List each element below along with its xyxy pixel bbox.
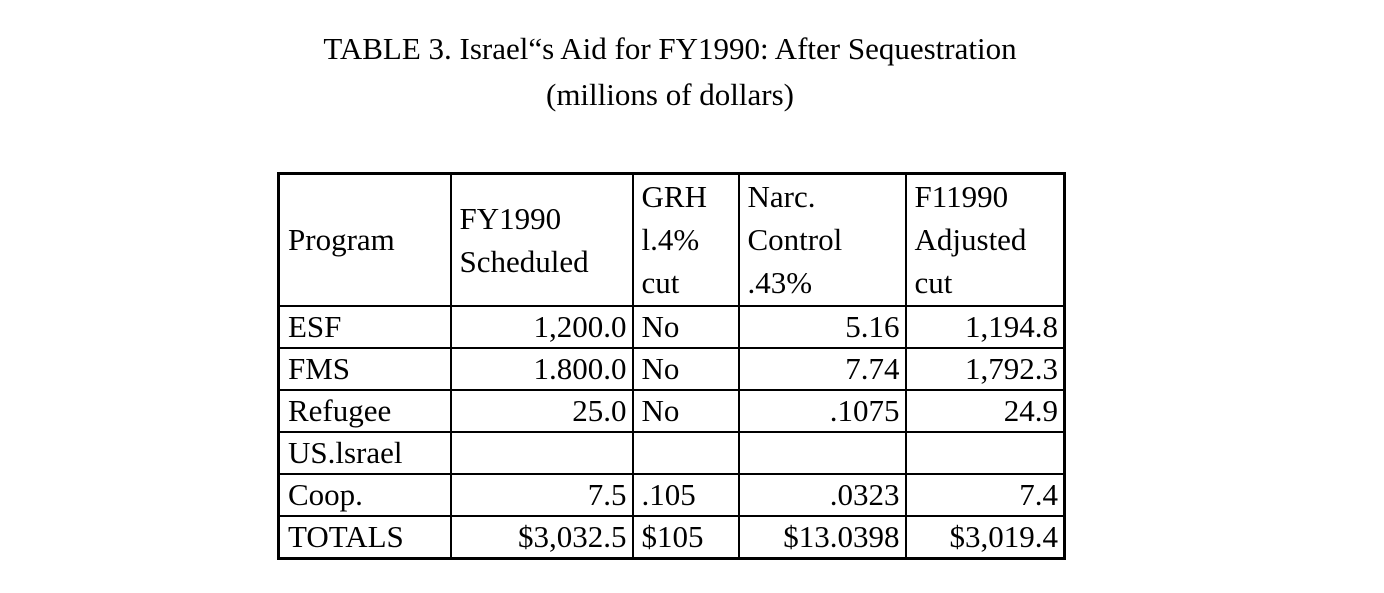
table-cell: 1,194.8: [904, 304, 1066, 349]
table-cell: $3,032.5: [449, 514, 634, 559]
table-cell: 1,792.3: [904, 346, 1066, 391]
table-cell: .105: [631, 472, 740, 517]
table-cell: 24.9: [904, 388, 1066, 433]
column-header-grh-cut: GRH l.4% cut: [631, 172, 740, 307]
table-row-refugee: Refugee 25.0 No .1075 24.9: [277, 388, 1066, 433]
table-cell: Refugee: [277, 388, 452, 433]
table-cell: 25.0: [449, 388, 634, 433]
table-cell: No: [631, 304, 740, 349]
table-cell: 7.74: [737, 346, 907, 391]
table-cell: 7.5: [449, 472, 634, 517]
table-cell: [904, 430, 1066, 475]
column-header-fy1990-scheduled: FY1990 Scheduled: [449, 172, 634, 307]
table-cell: 7.4: [904, 472, 1066, 517]
table-row-us-israel: US.lsrael: [277, 430, 1066, 475]
table-cell: No: [631, 388, 740, 433]
table-cell: [631, 430, 740, 475]
table-cell: 1.800.0: [449, 346, 634, 391]
table-row-coop: Coop. 7.5 .105 .0323 7.4: [277, 472, 1066, 517]
table-cell: .0323: [737, 472, 907, 517]
column-header-f11990-adjusted-cut: F11990 Adjusted cut: [904, 172, 1066, 307]
table-cell: [737, 430, 907, 475]
table-cell: .1075: [737, 388, 907, 433]
table-header-row: Program FY1990 Scheduled GRH l.4% cut Na…: [277, 172, 1066, 307]
table-title-line2: (millions of dollars): [546, 77, 794, 112]
table-cell: $3,019.4: [904, 514, 1066, 559]
table-cell: 1,200.0: [449, 304, 634, 349]
column-header-narc-control: Narc. Control .43%: [737, 172, 907, 307]
table-cell: $105: [631, 514, 740, 559]
table-cell: FMS: [277, 346, 452, 391]
table-cell: ESF: [277, 304, 452, 349]
table-row-esf: ESF 1,200.0 No 5.16 1,194.8: [277, 304, 1066, 349]
table-cell: Coop.: [277, 472, 452, 517]
table-cell: US.lsrael: [277, 430, 452, 475]
table-cell: TOTALS: [277, 514, 452, 559]
table-cell: [449, 430, 634, 475]
table-title-line1: TABLE 3. Israel“s Aid for FY1990: After …: [323, 31, 1017, 66]
column-header-program: Program: [277, 172, 452, 307]
table-title: TABLE 3. Israel“s Aid for FY1990: After …: [262, 26, 1078, 118]
table-cell: No: [631, 346, 740, 391]
table-row-totals: TOTALS $3,032.5 $105 $13.0398 $3,019.4: [277, 514, 1066, 559]
table-cell: $13.0398: [737, 514, 907, 559]
aid-table: Program FY1990 Scheduled GRH l.4% cut Na…: [277, 172, 1066, 560]
table-cell: 5.16: [737, 304, 907, 349]
table-row-fms: FMS 1.800.0 No 7.74 1,792.3: [277, 346, 1066, 391]
